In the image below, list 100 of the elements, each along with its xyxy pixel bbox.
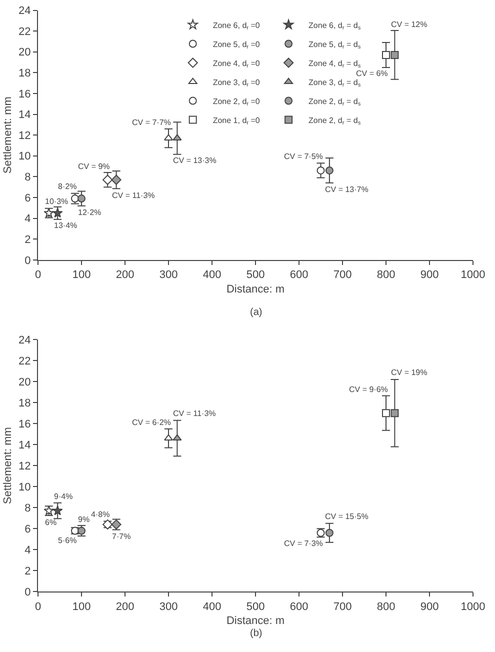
x-tick-label: 200 — [116, 269, 134, 282]
annotation: CV = 6·2% — [132, 418, 171, 427]
x-tick-label: 400 — [202, 600, 222, 613]
annotation: 9·4% — [54, 492, 73, 501]
y-tick-label: 4 — [24, 544, 31, 557]
annotation: CV = 11·3% — [112, 191, 155, 200]
y-tick-label: 8 — [24, 502, 31, 514]
annotation: 6% — [45, 518, 57, 527]
legend-label: Zone 4, d$_{r}$ =0 — [212, 58, 260, 70]
legend-label: Zone 5, d$_{r}$ = d$_{s}$ — [308, 40, 361, 51]
legend-label: Zone 2, d$_{r}$ =0 — [212, 96, 260, 108]
legend-label: Zone 5, d$_{r}$ =0 — [212, 40, 260, 51]
annotation: 4·8% — [91, 510, 110, 519]
annotation: CV = 7·5% — [284, 152, 323, 161]
annotation: CV = 7·7% — [132, 118, 171, 127]
y-tick-label: 24 — [18, 5, 31, 18]
x-tick-label: 100 — [72, 269, 91, 282]
x-tick-label: 800 — [376, 269, 396, 282]
y-tick-label: 24 — [18, 334, 31, 346]
legend-label: Zone 4, d$_{r}$ = d$_{s}$ — [308, 58, 361, 70]
annotation: 5·6% — [58, 536, 77, 545]
legend-label: Zone 6, d$_{r}$ =0 — [212, 20, 260, 32]
x-tick-label: 700 — [333, 600, 352, 613]
legend-label: Zone 3, d$_{r}$ =0 — [212, 78, 260, 89]
text: (b) — [250, 628, 262, 639]
x-tick-label: 1000 — [460, 269, 486, 282]
y-tick-label: 10 — [18, 150, 31, 163]
x-tick-label: 900 — [420, 600, 439, 613]
annotation: 7·7% — [112, 532, 131, 541]
point — [390, 50, 399, 59]
y-tick-label: 16 — [18, 88, 31, 100]
annotation: 10·3% — [45, 197, 68, 206]
x-tick-label: 900 — [420, 269, 439, 282]
y-tick-label: 20 — [18, 376, 31, 388]
point — [172, 434, 182, 441]
y-tick-label: 14 — [18, 109, 31, 122]
annotation: 13·4% — [54, 221, 78, 230]
y-tick-label: 2 — [24, 566, 31, 578]
annotation: 12·2% — [78, 208, 102, 217]
point — [164, 434, 174, 441]
x-tick-label: 600 — [290, 600, 308, 613]
x-tick-label: 0 — [34, 600, 42, 613]
annotation: CV = 6% — [356, 69, 388, 78]
x-tick-label: 700 — [333, 269, 352, 282]
x-tick-label: 500 — [246, 600, 265, 613]
point — [111, 174, 122, 185]
annotation: 9% — [78, 515, 90, 524]
point — [390, 409, 399, 418]
y-tick-label: 16 — [18, 418, 31, 430]
x-tick-label: 400 — [202, 269, 222, 282]
y-tick-label: 14 — [18, 439, 31, 452]
x-tick-label: 0 — [34, 269, 42, 282]
legend-label: Zone 2, d$_{r}$ = d$_{s}$ — [308, 116, 361, 127]
y-tick-label: 2 — [24, 234, 31, 246]
x-tick-label: 300 — [159, 269, 178, 282]
annotation: CV = 12% — [391, 20, 428, 29]
y-tick-label: 20 — [18, 46, 31, 59]
y-tick-label: 18 — [18, 68, 31, 80]
point — [325, 528, 334, 537]
legend-label: Zone 1, d$_{r}$ =0 — [212, 116, 260, 127]
text: (a) — [250, 307, 262, 318]
point — [325, 166, 334, 174]
y-tick-label: 0 — [24, 586, 31, 599]
x-tick-label: 500 — [246, 269, 265, 282]
annotation: 8·2% — [58, 182, 77, 191]
point — [382, 50, 390, 59]
y-tick-label: 22 — [18, 26, 31, 38]
point — [52, 505, 63, 516]
point — [78, 194, 86, 203]
y-tick-label: 18 — [18, 397, 31, 410]
x-tick-label: 800 — [376, 600, 396, 613]
annotation: CV = 9·6% — [349, 385, 388, 394]
annotation: CV = 15·5% — [325, 512, 368, 521]
y-tick-label: 12 — [18, 130, 31, 142]
x-axis-title: Distance: m — [226, 615, 285, 628]
y-tick-label: 22 — [18, 355, 31, 368]
x-tick-label: 200 — [116, 600, 134, 613]
annotation: CV = 13·7% — [325, 185, 368, 194]
y-tick-label: 10 — [18, 481, 31, 494]
annotation: CV = 7·3% — [284, 539, 323, 548]
y-axis-title: Settlement: mm — [2, 427, 14, 504]
point — [102, 174, 113, 185]
legend-label: Zone 6, d$_{r}$ = d$_{s}$ — [308, 20, 361, 32]
y-tick-label: 4 — [24, 213, 31, 226]
y-tick-label: 6 — [24, 192, 31, 204]
annotation: CV = 9% — [78, 162, 110, 171]
annotation: CV = 13·3% — [173, 156, 216, 165]
point — [316, 166, 325, 174]
y-tick-label: 12 — [18, 460, 31, 472]
x-tick-label: 100 — [72, 600, 91, 613]
legend-label: Zone 2, d$_{r}$ = d$_{s}$ — [308, 96, 361, 108]
y-tick-label: 0 — [24, 254, 31, 267]
y-tick-label: 8 — [24, 172, 31, 184]
y-tick-label: 6 — [24, 524, 31, 536]
x-tick-label: 1000 — [460, 600, 486, 613]
y-axis-title: Settlement: mm — [2, 96, 14, 174]
legend-label: Zone 3, d$_{r}$ = d$_{s}$ — [308, 78, 361, 89]
x-tick-label: 600 — [290, 269, 308, 282]
annotation: CV = 19% — [391, 368, 428, 377]
x-axis-title: Distance: m — [226, 283, 285, 296]
